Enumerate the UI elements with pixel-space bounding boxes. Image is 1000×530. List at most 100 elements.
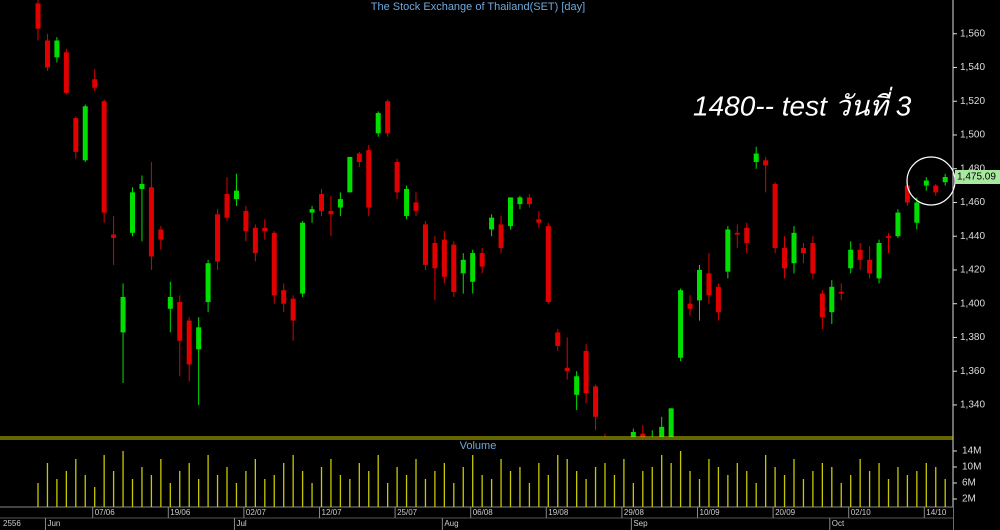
candle-body: [385, 101, 391, 134]
candle-body: [111, 234, 117, 238]
candle-body: [205, 263, 211, 303]
candle-body: [44, 40, 50, 68]
candle-body: [489, 217, 495, 230]
candle-body: [725, 229, 731, 272]
candle-body: [35, 3, 41, 29]
candle-body: [290, 298, 296, 321]
x-tick-label: 19/08: [548, 508, 569, 517]
candle-body: [687, 303, 693, 309]
y-tick-label: 1,380: [960, 332, 985, 343]
candle-body: [744, 227, 750, 243]
x-tick-label: 25/07: [397, 508, 418, 517]
candle-body: [404, 188, 410, 216]
candle-body: [574, 376, 580, 395]
y-tick-label: 1,360: [960, 366, 985, 377]
candle-body: [233, 190, 239, 200]
candle-body: [451, 244, 457, 292]
candle-body: [923, 180, 929, 186]
candle-body: [130, 192, 135, 233]
candle-body: [593, 386, 599, 417]
y-tick-label: 1,520: [960, 96, 985, 107]
x-tick-label: 14/10: [926, 508, 947, 517]
candle-body: [215, 214, 221, 262]
candle-body: [432, 242, 438, 269]
candle-body: [120, 296, 126, 333]
x-tick-label: 10/09: [700, 508, 721, 517]
x-tick-label: 20/09: [775, 508, 796, 517]
candle-body: [678, 290, 684, 358]
candle-body: [791, 232, 797, 264]
year-label: 2556: [3, 519, 21, 528]
candle-body: [857, 249, 863, 260]
candle-body: [545, 226, 551, 303]
candle-body: [271, 232, 277, 296]
candle-body: [158, 229, 164, 240]
candle-body: [706, 273, 712, 296]
candle-body: [819, 293, 825, 318]
month-label: Oct: [832, 519, 845, 528]
candle-body: [92, 79, 98, 88]
candle-body: [73, 118, 79, 152]
candle-body: [876, 242, 882, 279]
candle-body: [101, 101, 107, 213]
y-tick-label: 6M: [962, 478, 976, 489]
candle-body: [167, 296, 173, 309]
candle-body: [328, 210, 334, 215]
candle-body: [281, 290, 287, 304]
candle-body: [252, 227, 258, 254]
candle-body: [526, 197, 532, 205]
candle-body: [800, 248, 806, 254]
candle-body: [933, 185, 939, 193]
y-tick-label: 1,540: [960, 62, 985, 73]
candle-body: [668, 408, 674, 437]
y-tick-label: 1,500: [960, 130, 985, 141]
candle-body: [347, 156, 353, 193]
candle-body: [838, 291, 844, 294]
candle-body: [782, 248, 788, 269]
chart-title: The Stock Exchange of Thailand(SET) [day…: [371, 1, 585, 13]
candle-body: [82, 106, 88, 161]
y-tick-label: 1,400: [960, 298, 985, 309]
month-label: Jul: [236, 519, 246, 528]
candle-body: [583, 350, 589, 394]
candle-body: [441, 239, 447, 277]
candle-body: [300, 222, 306, 294]
candle-body: [715, 286, 721, 313]
y-tick-label: 1,420: [960, 265, 985, 276]
candle-body: [895, 212, 901, 237]
candle-body: [914, 202, 920, 223]
x-tick-label: 02/07: [246, 508, 267, 517]
candle-body: [763, 160, 769, 166]
candle-body: [337, 199, 343, 208]
candle-body: [886, 236, 891, 238]
y-tick-label: 1,560: [960, 28, 985, 39]
candle-body: [366, 150, 372, 208]
y-tick-label: 10M: [962, 462, 981, 473]
candle-body: [536, 219, 542, 223]
candle-body: [186, 320, 192, 365]
last-price-label: 1,475.09: [957, 172, 996, 183]
y-tick-label: 1,480: [960, 163, 985, 174]
month-label: Sep: [633, 519, 648, 528]
candle-body: [659, 426, 665, 437]
candle-body: [555, 332, 561, 346]
candle-body: [394, 161, 400, 193]
annotation: 1480-- test วันที่ 3: [693, 86, 912, 121]
candle-body: [630, 431, 636, 437]
candle-body: [564, 367, 570, 372]
candle-body: [829, 286, 835, 313]
candle-body: [772, 183, 778, 249]
candle-body: [375, 113, 381, 134]
candle-body: [753, 153, 759, 162]
candle-body: [319, 194, 324, 211]
volume-title: Volume: [460, 440, 497, 452]
candle-body: [867, 259, 873, 274]
x-tick-label: 19/06: [170, 508, 191, 517]
month-label: Aug: [444, 519, 458, 528]
candle-body: [148, 187, 154, 257]
candle-body: [413, 202, 419, 211]
candle-body: [498, 224, 504, 249]
candle-body: [508, 197, 513, 227]
candle-body: [640, 433, 646, 437]
candle-body: [139, 183, 145, 189]
